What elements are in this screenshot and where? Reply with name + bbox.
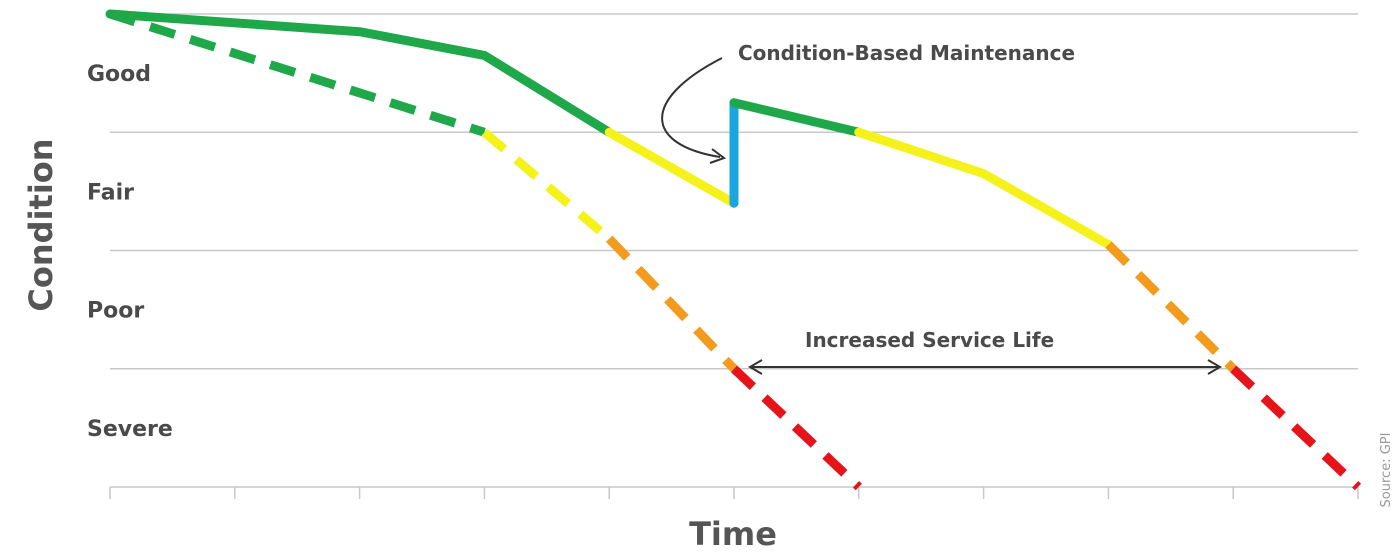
series-1-segment-3-good [729, 98, 864, 137]
maintenance-arrowhead [709, 148, 727, 164]
series-1-segment-5-poor [1105, 241, 1237, 372]
series-lines [105, 9, 1362, 491]
y-axis-title: Condition [22, 138, 60, 311]
maintenance-annotation-label: Condition-Based Maintenance [738, 41, 1075, 65]
band-label-severe: Severe [87, 417, 173, 442]
condition-band-labels: Good Fair Poor Severe [87, 62, 173, 442]
series-0-segment-2-poor [605, 235, 738, 372]
x-axis [109, 486, 1359, 499]
series-0-segment-1-fair [481, 128, 613, 243]
series-1-segment-4-fair [854, 127, 1113, 250]
series-0-segment-0-good [108, 9, 486, 137]
service-life-arrowhead-right [1207, 359, 1222, 375]
annotations: Condition-Based Maintenance Increased Se… [661, 41, 1222, 375]
maintenance-annotation-arrow [661, 57, 723, 158]
service-life-arrowhead-left [748, 359, 763, 375]
series-1-segment-6-severe [1230, 365, 1362, 491]
service-life-annotation-label: Increased Service Life [805, 328, 1054, 352]
band-label-good: Good [87, 62, 151, 87]
band-label-poor: Poor [87, 299, 144, 324]
series-1-segment-0-good [105, 9, 614, 137]
series-1-segment-1-fair [604, 127, 739, 208]
band-label-fair: Fair [87, 180, 134, 205]
x-axis-title: Time [689, 515, 777, 553]
source-credit: Source: GPI [1379, 433, 1394, 508]
series-0-segment-3-severe [730, 365, 862, 491]
